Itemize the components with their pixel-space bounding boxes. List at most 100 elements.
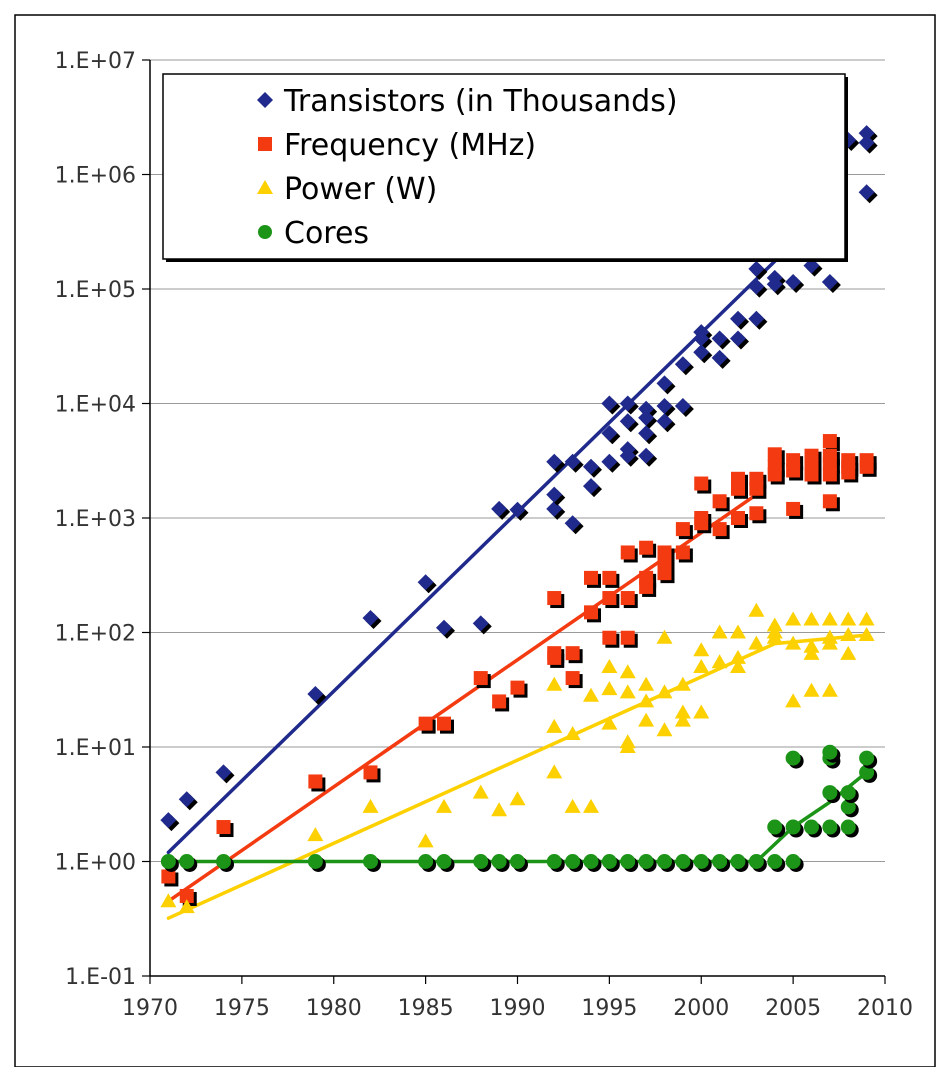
data-point-0 — [748, 310, 768, 330]
data-point-0 — [821, 274, 841, 294]
data-point-0 — [785, 274, 805, 294]
data-point-2 — [674, 712, 691, 727]
data-point-1 — [822, 494, 840, 512]
data-point-2 — [362, 798, 379, 813]
data-point-1 — [308, 774, 326, 792]
data-point-1 — [731, 481, 748, 499]
data-point-3 — [179, 854, 198, 872]
data-point-2 — [564, 725, 581, 740]
y-tick-label: 1.E+06 — [55, 164, 136, 189]
data-point-0 — [362, 609, 382, 629]
data-point-0 — [546, 486, 566, 506]
data-point-0 — [583, 478, 602, 498]
data-point-3 — [748, 854, 767, 872]
data-point-2 — [730, 658, 746, 673]
data-point-2 — [491, 802, 508, 817]
data-point-3 — [363, 854, 381, 872]
data-point-3 — [307, 854, 326, 872]
data-point-3 — [822, 744, 841, 763]
x-tick-label: 1980 — [306, 996, 362, 1021]
data-point-3 — [859, 750, 878, 769]
data-point-3 — [785, 750, 804, 769]
data-point-3 — [675, 854, 694, 872]
data-point-2 — [178, 899, 195, 914]
legend-entry-1: Frequency (MHz) — [258, 128, 536, 163]
data-point-1 — [584, 570, 601, 588]
data-point-2 — [858, 611, 875, 626]
y-tick-label: 1.E+02 — [55, 622, 136, 647]
x-tick-label: 1985 — [398, 996, 454, 1021]
data-point-0 — [601, 425, 621, 445]
data-point-0 — [564, 453, 584, 473]
data-point-0 — [160, 812, 180, 832]
legend-box — [162, 73, 846, 260]
data-point-2 — [417, 833, 434, 848]
data-point-1 — [473, 671, 491, 689]
data-point-1 — [547, 591, 565, 609]
legend-entry-3: Cores — [258, 216, 369, 251]
trend-line-0 — [166, 241, 795, 855]
data-point-0 — [619, 395, 639, 415]
data-point-1 — [510, 680, 528, 698]
data-point-2 — [821, 635, 838, 650]
data-point-2 — [509, 791, 526, 806]
legend-marker-0 — [257, 92, 273, 108]
data-point-3 — [601, 854, 620, 872]
y-tick-label: 1.E-01 — [65, 965, 136, 990]
data-point-3 — [840, 819, 859, 838]
data-point-3 — [767, 819, 786, 838]
x-tick-label: 1995 — [581, 996, 637, 1021]
data-point-1 — [859, 459, 877, 477]
data-point-1 — [712, 494, 730, 512]
data-point-0 — [491, 500, 511, 520]
data-point-0 — [178, 791, 198, 811]
data-point-0 — [436, 619, 455, 639]
data-point-0 — [601, 395, 621, 415]
data-point-2 — [564, 798, 581, 813]
data-point-3 — [418, 854, 437, 872]
data-point-0 — [711, 330, 731, 350]
data-point-0 — [730, 310, 749, 330]
data-point-2 — [546, 718, 563, 733]
legend: Transistors (in Thousands) Frequency (MHz… — [162, 73, 848, 262]
data-point-0 — [711, 349, 731, 369]
data-point-2 — [601, 715, 618, 730]
data-point-1 — [620, 545, 638, 563]
data-point-0 — [472, 615, 492, 635]
data-point-0 — [730, 330, 749, 350]
data-point-2 — [583, 798, 599, 813]
data-point-0 — [858, 184, 878, 204]
data-point-2 — [638, 712, 655, 727]
data-point-3 — [822, 819, 841, 838]
data-point-2 — [601, 658, 618, 673]
data-point-1 — [437, 716, 454, 734]
data-point-1 — [694, 516, 712, 534]
data-point-0 — [638, 409, 658, 429]
data-point-3 — [840, 785, 859, 804]
data-point-1 — [602, 630, 620, 648]
data-point-1 — [216, 820, 234, 838]
data-point-3 — [657, 854, 675, 872]
data-point-0 — [564, 515, 584, 535]
data-point-2 — [674, 676, 691, 691]
data-point-1 — [565, 646, 583, 664]
data-point-2 — [840, 627, 857, 642]
data-point-3 — [436, 854, 455, 872]
data-point-3 — [822, 785, 841, 804]
data-point-1 — [161, 869, 179, 887]
data-point-2 — [840, 645, 857, 660]
data-point-1 — [620, 630, 638, 648]
data-point-3 — [620, 854, 639, 872]
data-point-2 — [803, 645, 820, 660]
data-point-2 — [803, 682, 820, 697]
data-point-2 — [803, 611, 820, 626]
legend-label-2: Power (W) — [284, 172, 437, 207]
data-point-1 — [639, 579, 657, 597]
data-point-0 — [656, 413, 676, 433]
data-point-0 — [638, 425, 658, 445]
data-point-2 — [619, 684, 636, 699]
data-point-1 — [639, 540, 657, 558]
data-point-0 — [417, 574, 437, 594]
data-point-2 — [638, 693, 655, 708]
